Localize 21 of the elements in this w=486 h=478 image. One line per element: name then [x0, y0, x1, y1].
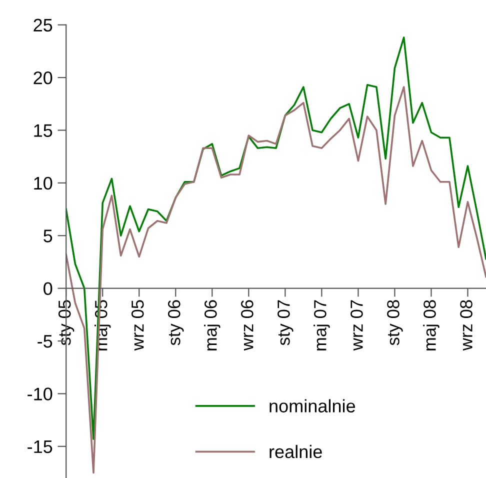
y-tick-label: 0 [44, 282, 52, 296]
x-tick-label: sty 07 [278, 300, 294, 346]
x-tick-label: maj 07 [314, 300, 330, 350]
y-tick-label: -5 [38, 335, 52, 348]
x-tick-label: maj 06 [204, 300, 220, 350]
y-tick-label: 10 [34, 176, 52, 190]
y-tick-label: 20 [34, 71, 52, 84]
x-tick-label: wrz 05 [131, 300, 144, 351]
y-tick-label: 25 [34, 18, 52, 32]
y-tick-label: 15 [34, 124, 52, 137]
legend-label: realnie [270, 444, 322, 458]
y-tick-label: -10 [28, 388, 52, 400]
x-tick-label: wrz 07 [350, 300, 363, 351]
y-tick-label: -15 [28, 440, 52, 454]
x-tick-label: wrz 08 [460, 300, 472, 351]
x-tick-label: wrz 06 [241, 300, 254, 351]
x-tick-label: sty 08 [387, 300, 403, 346]
legend-label: nominalnie [270, 399, 356, 412]
x-tick-label: sty 06 [168, 300, 184, 346]
x-tick-label: maj 08 [423, 300, 440, 350]
y-tick-label: 5 [44, 230, 52, 242]
